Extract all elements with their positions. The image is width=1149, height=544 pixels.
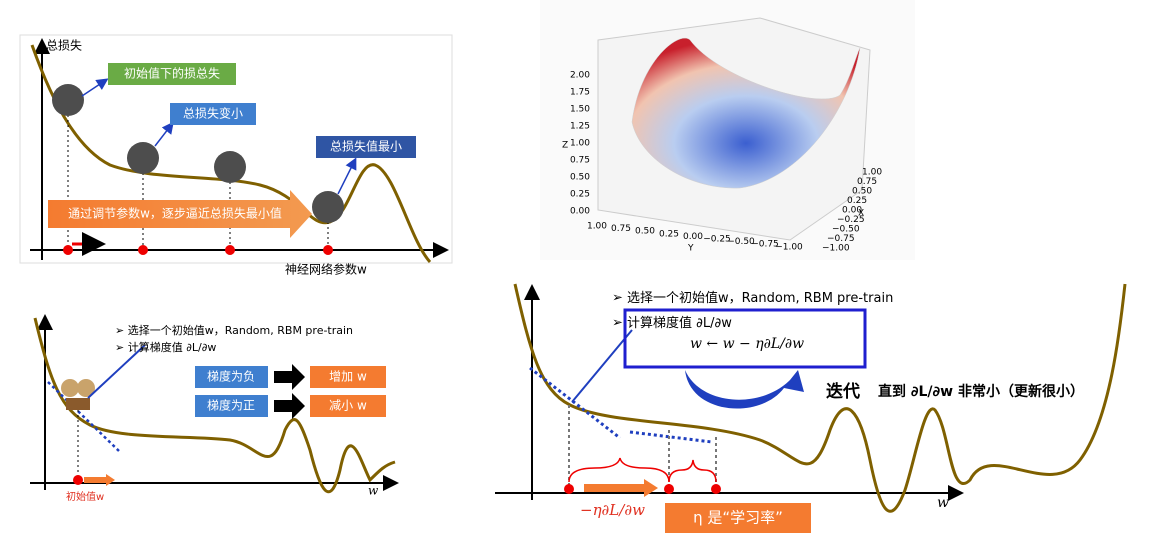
banner: 通过调节参数w，逐步逼近总损失最小值 xyxy=(68,206,282,221)
x-tick-label: −0.25 xyxy=(837,215,865,225)
iterate: 迭代 xyxy=(826,381,860,402)
z-tick-label: 1.00 xyxy=(570,139,590,149)
callout: 总损失变小 xyxy=(183,106,243,121)
y-tick-label: −0.75 xyxy=(751,240,779,250)
z-label: Z xyxy=(562,141,568,151)
z-tick-label: 2.00 xyxy=(570,71,590,81)
bullet: ➢ 选择一个初始值w，Random, RBM pre-train xyxy=(612,290,893,306)
bullet: ➢ 计算梯度值 ∂L/∂w xyxy=(612,315,732,331)
z-tick-label: 0.25 xyxy=(570,190,590,200)
bullet: ➢ 选择一个初始值w，Random, RBM pre-train xyxy=(115,323,353,337)
x-tick-label: 0.50 xyxy=(852,187,872,197)
panel-bottom-left: ➢ 选择一个初始值w，Random, RBM pre-train ➢ 计算梯度值… xyxy=(30,314,399,503)
x-tick-label: 0.00 xyxy=(842,206,862,216)
y-tick-label: −0.50 xyxy=(727,237,755,247)
bullet-text: 选择一个初始值w，Random, RBM pre-train xyxy=(627,290,893,306)
y-tick-label: −1.00 xyxy=(775,242,803,252)
x-tick-label: −1.00 xyxy=(822,244,850,254)
bullet-text: 计算梯度值 ∂L/∂w xyxy=(627,315,732,331)
rule-condition: 梯度为正 xyxy=(207,398,255,413)
rate-note: η 是“学习率” xyxy=(693,509,783,527)
update-rule: w ← w − η∂L/∂w xyxy=(690,336,804,352)
x-tick-label: 1.00 xyxy=(862,168,882,178)
step-label: −η∂L/∂w xyxy=(580,501,645,519)
y-label: Y xyxy=(687,244,694,254)
callout: 总损失值最小 xyxy=(330,139,402,154)
y-tick-label: 1.00 xyxy=(587,222,607,232)
callout: 初始值下的损总失 xyxy=(124,66,220,81)
z-tick-label: 0.75 xyxy=(570,156,590,166)
y-tick-label: 0.25 xyxy=(659,229,679,239)
rule-condition: 梯度为负 xyxy=(207,369,255,384)
x-tick-label: −0.75 xyxy=(827,234,855,244)
y-tick-label: 0.00 xyxy=(683,232,703,242)
rule-action: 减小 w xyxy=(329,399,367,413)
z-tick-label: 1.25 xyxy=(570,122,590,132)
panel-top-left: 通过调节参数w，逐步逼近总损失最小值 初始值下的损总失 总损失变小 总损失值最小… xyxy=(19,34,453,277)
x-tick-label: 0.25 xyxy=(847,196,867,206)
y-tick-label: 0.50 xyxy=(635,227,655,237)
z-tick-label: 1.50 xyxy=(570,105,590,115)
x-label: X xyxy=(858,209,864,219)
panel-bottom-right: ➢ 选择一个初始值w，Random, RBM pre-train ➢ 计算梯度值… xyxy=(495,283,1127,533)
bullet-text: 计算梯度值 ∂L/∂w xyxy=(128,340,217,354)
bullet-text: 选择一个初始值w，Random, RBM pre-train xyxy=(128,323,353,337)
panel-surface: Z X Y 2.001.751.501.251.000.750.500.250.… xyxy=(540,0,915,260)
z-tick-label: 0.00 xyxy=(570,207,590,217)
start-label: 初始值w xyxy=(66,490,104,503)
bullet: ➢ 计算梯度值 ∂L/∂w xyxy=(115,340,216,354)
x-axis-label: w xyxy=(368,484,379,498)
x-tick-label: −0.50 xyxy=(832,225,860,235)
y-tick-label: 0.75 xyxy=(611,224,631,234)
x-axis-label: w xyxy=(937,495,949,511)
x-tick-label: 0.75 xyxy=(857,177,877,187)
y-tick-label: −0.25 xyxy=(703,235,731,245)
x-axis-label: 神经网络参数w xyxy=(285,262,367,277)
z-tick-label: 1.75 xyxy=(570,88,590,98)
z-tick-label: 0.50 xyxy=(570,173,590,183)
y-axis-label: 总损失 xyxy=(46,38,82,53)
rule-action: 增加 w xyxy=(329,370,367,384)
until: 直到 ∂L/∂w 非常小（更新很小） xyxy=(878,383,1084,400)
